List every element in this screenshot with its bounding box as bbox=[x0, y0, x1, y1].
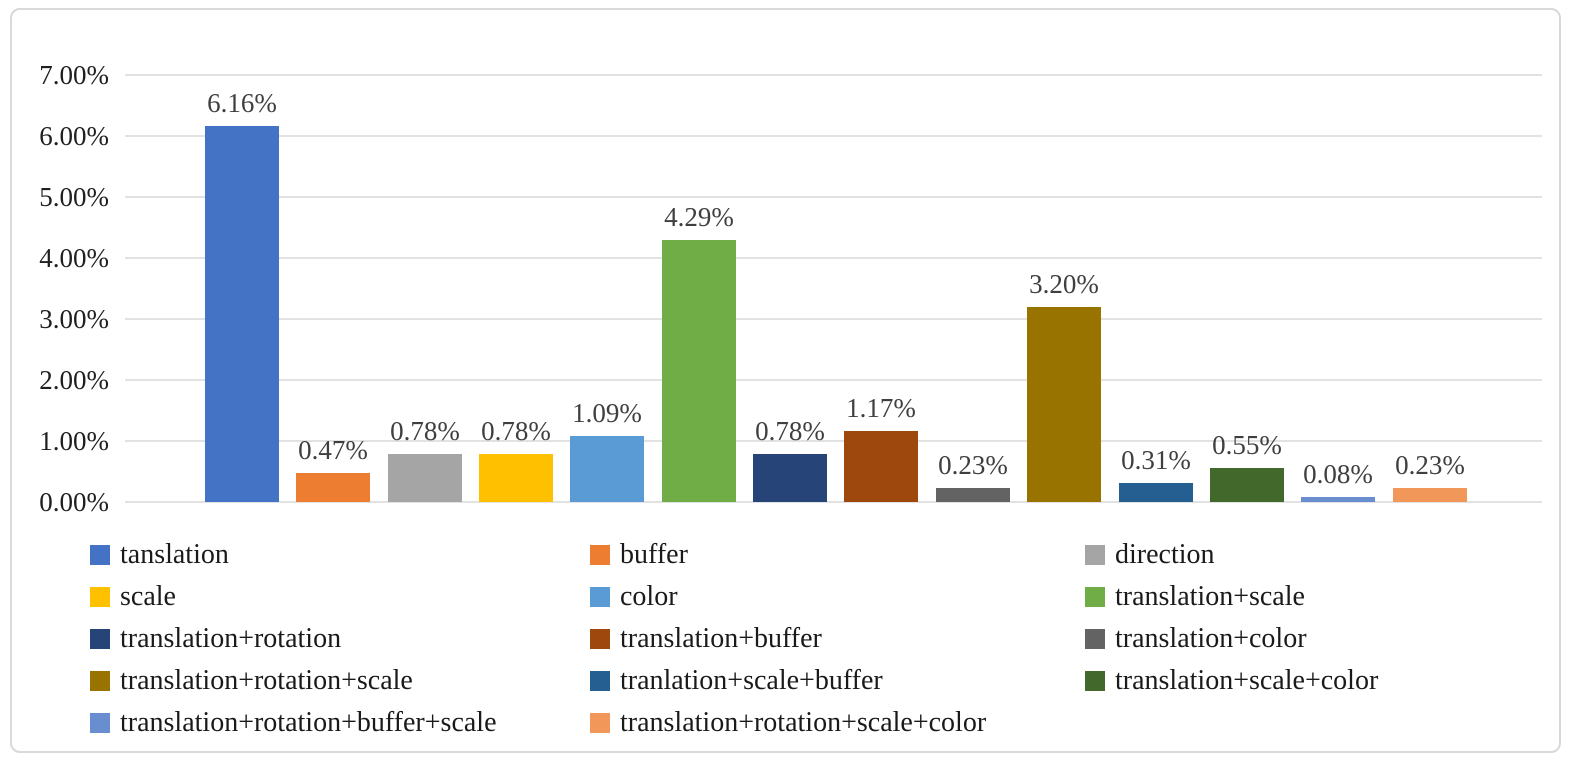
legend-swatch-icon bbox=[90, 545, 110, 565]
legend-swatch-icon bbox=[90, 713, 110, 733]
bar-value-label: 0.78% bbox=[755, 416, 825, 446]
bar-value-label: 1.17% bbox=[846, 393, 916, 423]
gridline-3pct bbox=[125, 318, 1542, 320]
legend-item-direction: direction bbox=[1085, 540, 1215, 570]
legend-label: tranlation+scale+buffer bbox=[620, 665, 883, 696]
legend-swatch-icon bbox=[590, 587, 610, 607]
bar-value-label: 0.23% bbox=[1395, 450, 1465, 480]
legend-item-tranlation+scale+buffer: tranlation+scale+buffer bbox=[590, 666, 883, 696]
legend-item-translation+scale: translation+scale bbox=[1085, 582, 1305, 612]
bar-translation+scale+color bbox=[1210, 468, 1284, 502]
legend-label: translation+scale+color bbox=[1115, 665, 1379, 696]
legend-item-buffer: buffer bbox=[590, 540, 688, 570]
bar-value-label: 0.31% bbox=[1121, 445, 1191, 475]
bar-value-label: 0.08% bbox=[1303, 459, 1373, 489]
legend-item-translation+rotation+scale: translation+rotation+scale bbox=[90, 666, 413, 696]
bar-tanslation bbox=[205, 126, 279, 502]
y-axis-tick-label: 6.00% bbox=[39, 121, 109, 151]
bar-translation+color bbox=[936, 488, 1010, 502]
bar-direction bbox=[388, 454, 462, 502]
legend-swatch-icon bbox=[90, 629, 110, 649]
y-axis-tick-label: 7.00% bbox=[39, 60, 109, 90]
legend-label: color bbox=[620, 581, 678, 612]
legend-swatch-icon bbox=[1085, 545, 1105, 565]
bar-color bbox=[570, 436, 644, 502]
legend-swatch-icon bbox=[1085, 629, 1105, 649]
bar-value-label: 0.47% bbox=[298, 435, 368, 465]
legend-label: scale bbox=[120, 581, 176, 612]
chart-area-border: 0.00% 1.00% 2.00% 3.00% 4.00% 5.00% 6.00% 7.00%… bbox=[10, 8, 1561, 753]
legend-label: translation+rotation+buffer+scale bbox=[120, 707, 497, 738]
legend-label: translation+rotation+scale+color bbox=[620, 707, 987, 738]
bar-value-label: 6.16% bbox=[207, 88, 277, 118]
y-axis-tick-label: 0.00% bbox=[39, 487, 109, 517]
legend-item-translation+scale+color: translation+scale+color bbox=[1085, 666, 1378, 696]
legend-label: direction bbox=[1115, 539, 1215, 570]
bar-value-label: 0.55% bbox=[1212, 430, 1282, 460]
legend-swatch-icon bbox=[590, 713, 610, 733]
bar-buffer bbox=[296, 473, 370, 502]
bar-value-label: 4.29% bbox=[664, 202, 734, 232]
legend-label: translation+scale bbox=[1115, 581, 1305, 612]
legend-label: translation+rotation bbox=[120, 623, 342, 654]
legend-swatch-icon bbox=[90, 587, 110, 607]
legend-swatch-icon bbox=[590, 545, 610, 565]
legend-label: tanslation bbox=[120, 539, 229, 570]
bar-translation+rotation+scale+color bbox=[1393, 488, 1467, 502]
bar-value-label: 0.23% bbox=[938, 450, 1008, 480]
legend-item-tanslation: tanslation bbox=[90, 540, 229, 570]
legend-swatch-icon bbox=[590, 629, 610, 649]
gridline-4pct bbox=[125, 257, 1542, 259]
legend-swatch-icon bbox=[90, 671, 110, 691]
legend-swatch-icon bbox=[1085, 671, 1105, 691]
y-axis-tick-label: 5.00% bbox=[39, 182, 109, 212]
legend-label: translation+rotation+scale bbox=[120, 665, 413, 696]
y-axis-tick-label: 2.00% bbox=[39, 365, 109, 395]
bar-value-label: 1.09% bbox=[572, 398, 642, 428]
bar-value-label: 3.20% bbox=[1029, 269, 1099, 299]
bar-scale bbox=[479, 454, 553, 502]
gridline-2pct bbox=[125, 379, 1542, 381]
legend-item-translation+buffer: translation+buffer bbox=[590, 624, 822, 654]
legend-item-scale: scale bbox=[90, 582, 176, 612]
legend-item-translation+rotation: translation+rotation bbox=[90, 624, 341, 654]
bar-translation+buffer bbox=[844, 431, 918, 502]
bar-tranlation+scale+buffer bbox=[1119, 483, 1193, 502]
bar-value-label: 0.78% bbox=[390, 416, 460, 446]
bar-value-label: 0.78% bbox=[481, 416, 551, 446]
y-axis-tick-label: 3.00% bbox=[39, 304, 109, 334]
legend-label: translation+color bbox=[1115, 623, 1307, 654]
gridline-6pct bbox=[125, 135, 1542, 137]
gridline-5pct bbox=[125, 196, 1542, 198]
bar-translation+rotation+buffer+scale bbox=[1301, 497, 1375, 502]
gridline-1pct bbox=[125, 440, 1542, 442]
legend-swatch-icon bbox=[1085, 587, 1105, 607]
legend-item-color: color bbox=[590, 582, 678, 612]
legend-label: buffer bbox=[620, 539, 688, 570]
gridline-0pct bbox=[125, 501, 1542, 503]
gridline-7pct bbox=[125, 74, 1542, 76]
y-axis-tick-label: 4.00% bbox=[39, 243, 109, 273]
legend-swatch-icon bbox=[590, 671, 610, 691]
bar-translation+rotation bbox=[753, 454, 827, 502]
bar-translation+rotation+scale bbox=[1027, 307, 1101, 502]
bar-translation+scale bbox=[662, 240, 736, 502]
y-axis-tick-label: 1.00% bbox=[39, 426, 109, 456]
legend-item-translation+color: translation+color bbox=[1085, 624, 1307, 654]
legend-label: translation+buffer bbox=[620, 623, 822, 654]
legend-item-translation+rotation+buffer+scale: translation+rotation+buffer+scale bbox=[90, 708, 497, 738]
legend-item-translation+rotation+scale+color: translation+rotation+scale+color bbox=[590, 708, 986, 738]
